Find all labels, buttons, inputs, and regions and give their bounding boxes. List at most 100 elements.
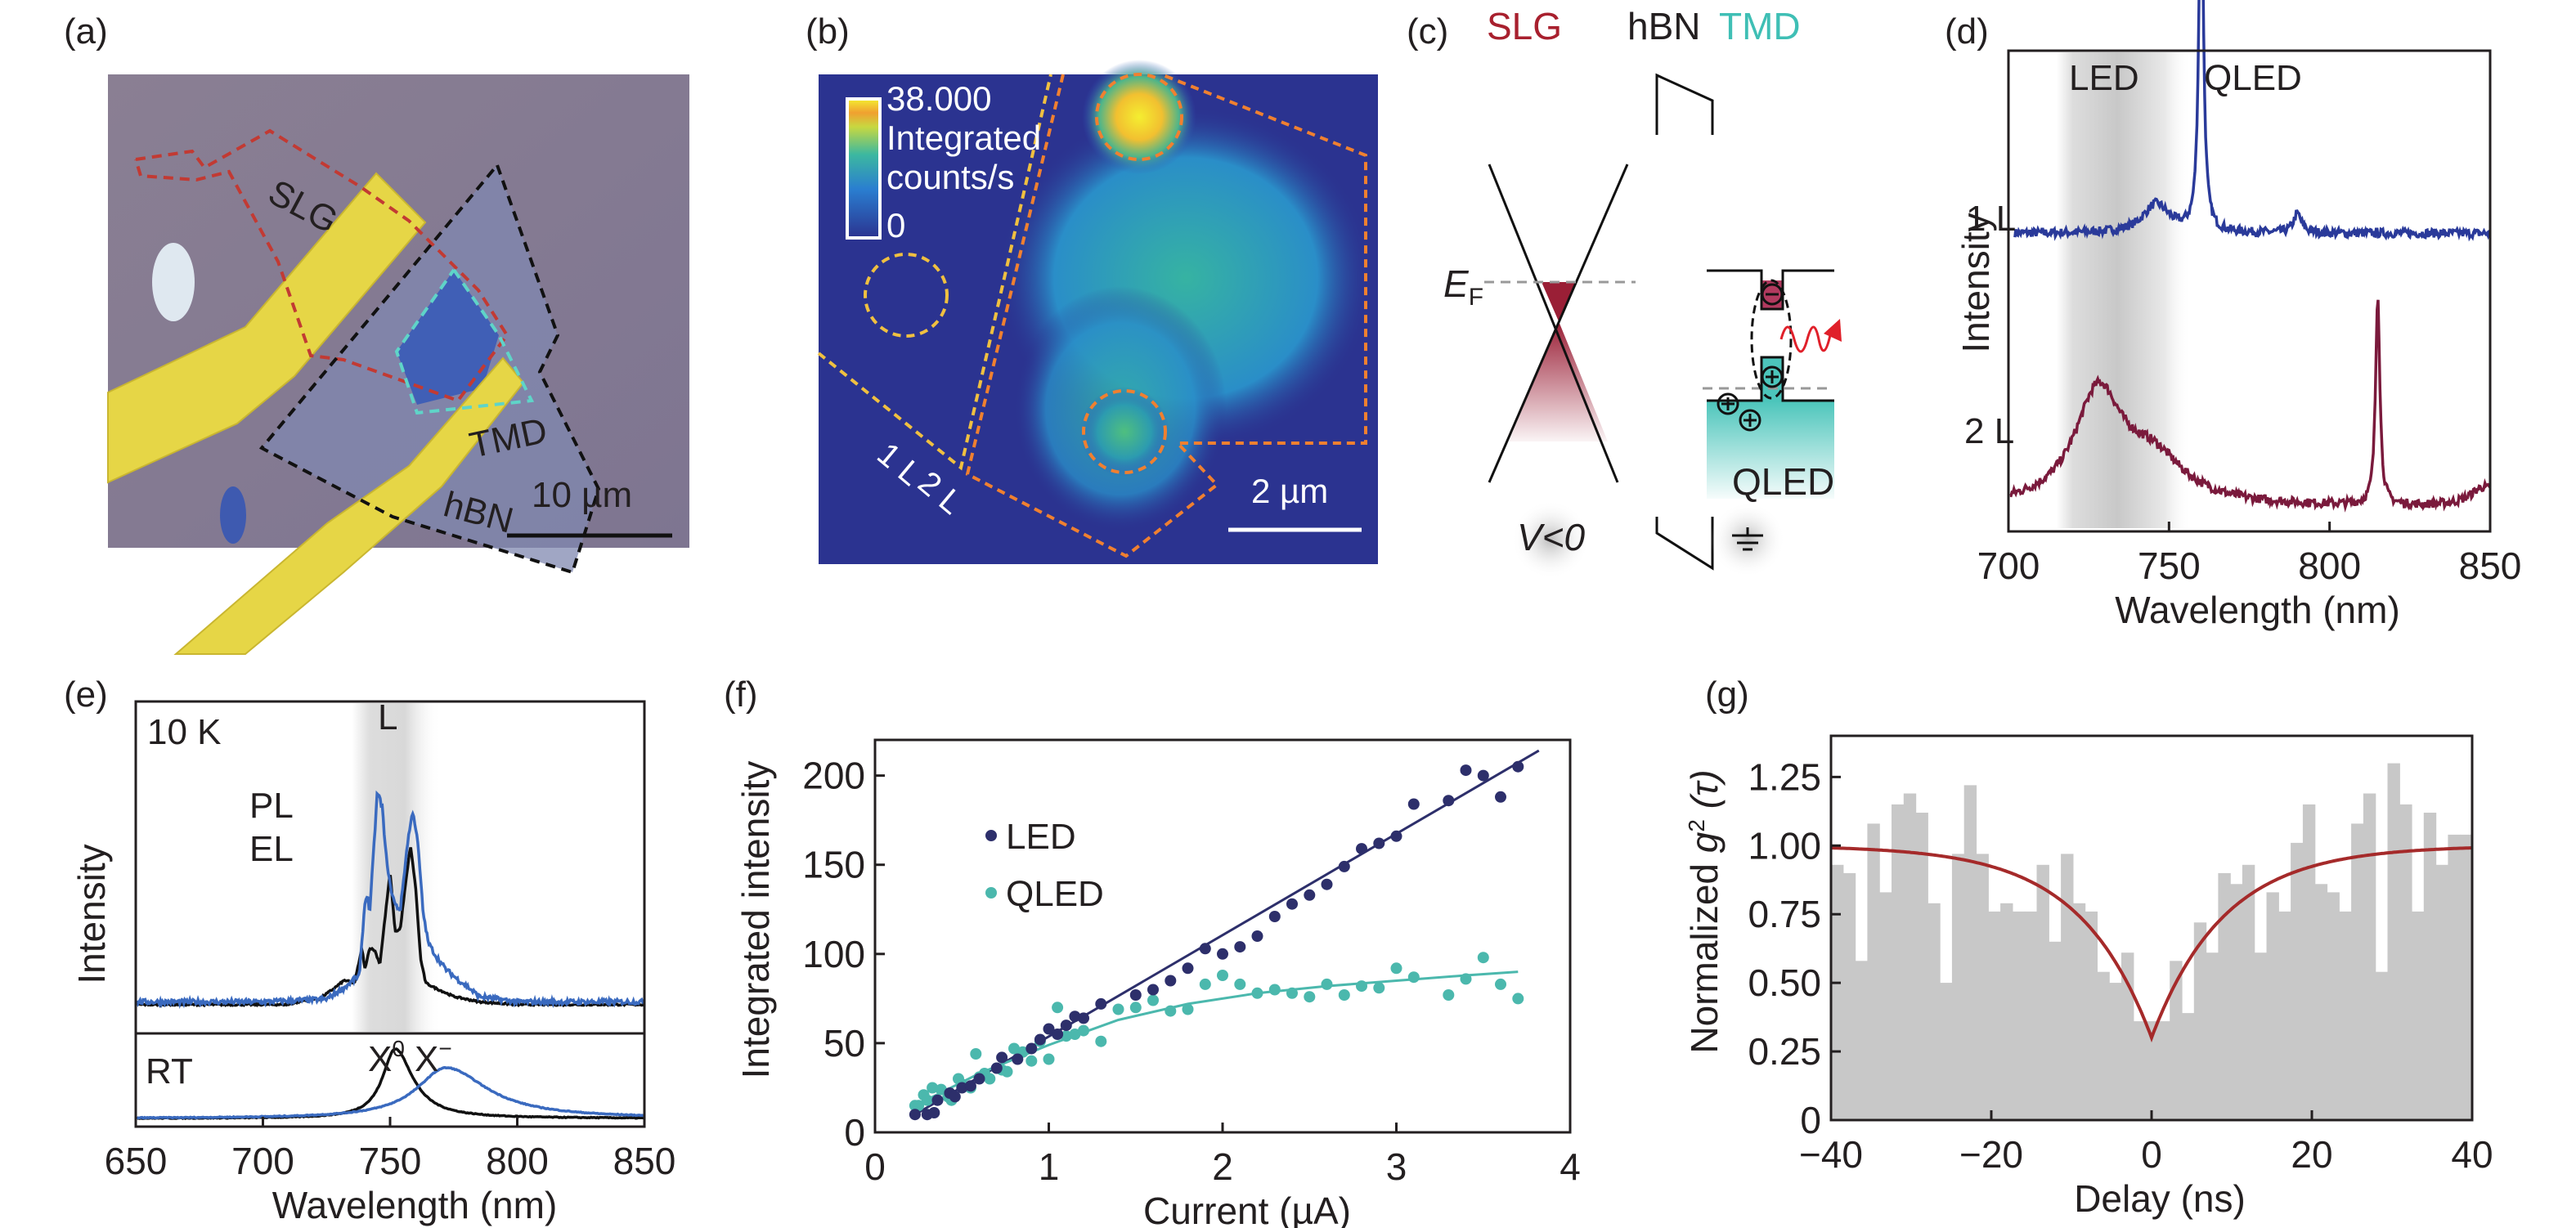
debris-blue bbox=[220, 486, 246, 544]
histogram-bar bbox=[2412, 911, 2425, 1120]
histogram-bar bbox=[2024, 911, 2038, 1120]
colorbar-max: 38.000 bbox=[886, 79, 991, 118]
region-label-led: LED bbox=[2069, 58, 2139, 98]
data-point-qled bbox=[1495, 978, 1506, 990]
histogram-bar bbox=[2182, 1013, 2195, 1120]
histogram-bar bbox=[2423, 813, 2437, 1120]
data-point-qled bbox=[1321, 978, 1333, 990]
data-point-qled bbox=[1304, 991, 1316, 1003]
x-tick-label: −40 bbox=[1799, 1133, 1863, 1176]
photon-wave-icon bbox=[1779, 325, 1832, 353]
label-2L: 2 L bbox=[911, 464, 969, 521]
x-tick-label: 800 bbox=[2298, 545, 2361, 587]
plot-frame bbox=[1829, 734, 2474, 1122]
y-axis-label: Integrated intensity bbox=[734, 761, 777, 1079]
panel-label-d: (d) bbox=[1945, 11, 1989, 52]
trace-1L bbox=[2013, 0, 2491, 242]
trace-2L bbox=[2009, 299, 2492, 513]
histogram-bar bbox=[1963, 785, 1977, 1120]
data-point-led bbox=[1286, 898, 1298, 910]
data-point-led bbox=[1043, 1023, 1055, 1035]
data-point-qled bbox=[1251, 987, 1263, 999]
data-point-led bbox=[944, 1087, 956, 1099]
data-point-qled bbox=[1477, 952, 1489, 964]
data-point-qled bbox=[1460, 973, 1472, 985]
data-point-led bbox=[1012, 1053, 1024, 1065]
data-point-qled bbox=[1443, 989, 1455, 1001]
data-point-qled bbox=[1217, 970, 1228, 981]
data-point-qled bbox=[973, 1071, 985, 1083]
circle-2L-bottom bbox=[1082, 389, 1167, 474]
legend-label-qled: QLED bbox=[1006, 874, 1104, 914]
data-point-led bbox=[973, 1073, 985, 1085]
data-point-led bbox=[1234, 941, 1246, 953]
l-region-shading bbox=[352, 703, 442, 1032]
label-hbn: hBN bbox=[439, 484, 517, 540]
tmd-flake bbox=[397, 270, 499, 405]
data-point-qled bbox=[1147, 994, 1159, 1006]
colorbar-min: 0 bbox=[886, 206, 905, 244]
fit-line-led bbox=[914, 749, 1540, 1116]
legend-marker-led bbox=[985, 830, 997, 841]
data-point-qled bbox=[1095, 1035, 1107, 1047]
panel-label-f: (f) bbox=[724, 675, 758, 715]
data-point-qled bbox=[996, 1064, 1008, 1076]
histogram-bar bbox=[2387, 763, 2400, 1120]
tmd-band bbox=[1707, 401, 1834, 499]
data-point-qled bbox=[1052, 1002, 1064, 1014]
histogram-bar bbox=[2170, 961, 2183, 1120]
histogram-bar bbox=[1915, 813, 1928, 1120]
slg-filled-cone-upper bbox=[1542, 282, 1577, 321]
photon-arrow-icon bbox=[1824, 319, 1842, 342]
data-point-qled bbox=[970, 1048, 982, 1060]
legend: LED QLED bbox=[985, 817, 1104, 914]
slg-filled-cone-lower bbox=[1509, 321, 1608, 441]
tmd-conduction-edge bbox=[1707, 269, 1834, 311]
x-tick-label: 0 bbox=[864, 1145, 886, 1188]
legend-label-led: LED bbox=[1006, 817, 1076, 857]
data-point-led bbox=[1147, 984, 1159, 996]
dirac-cone-left bbox=[1488, 164, 1619, 483]
data-point-led bbox=[1390, 830, 1402, 842]
histogram-bar bbox=[2157, 1021, 2170, 1120]
histogram-bar bbox=[2254, 952, 2268, 1120]
histogram-bar bbox=[2145, 1021, 2158, 1120]
data-point-led bbox=[1443, 795, 1455, 807]
colorbar bbox=[846, 97, 882, 240]
label-slg: SLG bbox=[262, 173, 344, 242]
bias-label: V<0 bbox=[1517, 516, 1586, 558]
hotspot-bottom bbox=[1079, 387, 1169, 477]
data-point-led bbox=[931, 1094, 944, 1106]
histogram-bar bbox=[2072, 903, 2086, 1120]
temperature-label-RT: RT bbox=[146, 1051, 193, 1091]
histogram-bar bbox=[2133, 1021, 2147, 1120]
histogram-bar bbox=[2363, 793, 2376, 1120]
circle-2L-top bbox=[1095, 73, 1183, 161]
histogram-bar bbox=[2061, 854, 2074, 1120]
electron-icon bbox=[1761, 283, 1784, 306]
y-tick-label: 1.25 bbox=[1748, 755, 1821, 798]
hbn-flake bbox=[262, 165, 599, 572]
y-tick-label: 0.50 bbox=[1748, 961, 1821, 1004]
data-point-qled bbox=[990, 1062, 1003, 1074]
data-point-led bbox=[921, 1109, 933, 1121]
histogram-bar bbox=[1940, 983, 1953, 1120]
histogram-bar bbox=[1988, 911, 2001, 1120]
data-point-led bbox=[1460, 764, 1472, 777]
plot-frame bbox=[873, 738, 1572, 1134]
x-tick-label: 4 bbox=[1560, 1145, 1581, 1188]
histogram-bar bbox=[1855, 961, 1868, 1120]
panel-label-a: (a) bbox=[64, 11, 108, 52]
ground-icon bbox=[1732, 527, 1763, 551]
antibunching-fit-curve bbox=[1830, 846, 2473, 1043]
data-point-qled bbox=[956, 1078, 968, 1091]
data-point-led bbox=[1052, 1029, 1064, 1040]
data-point-qled bbox=[1069, 1029, 1081, 1040]
data-point-led bbox=[1477, 769, 1489, 782]
x-tick-label: 750 bbox=[2138, 545, 2201, 587]
boundary-1L bbox=[817, 74, 1052, 471]
x-axis-label: Current (µA) bbox=[1143, 1190, 1351, 1228]
debris-white bbox=[152, 243, 195, 321]
